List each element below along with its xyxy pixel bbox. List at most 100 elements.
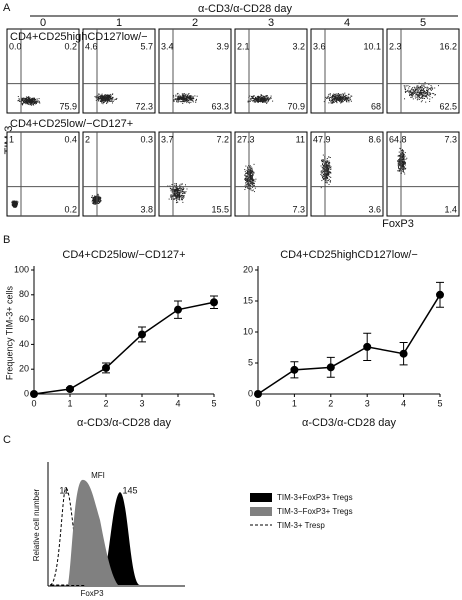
- dot: [188, 102, 190, 104]
- dot: [331, 97, 333, 99]
- dot: [254, 97, 256, 99]
- dot: [190, 95, 192, 97]
- dot: [260, 94, 262, 96]
- dot: [350, 99, 352, 101]
- dot: [179, 100, 181, 102]
- dot: [412, 95, 414, 97]
- dot: [404, 173, 406, 175]
- dot: [246, 172, 248, 174]
- dot: [255, 178, 257, 180]
- dot: [247, 170, 249, 172]
- dot: [398, 166, 400, 168]
- dot: [322, 168, 324, 170]
- dot: [21, 100, 23, 102]
- dot: [263, 99, 265, 101]
- dot: [173, 188, 175, 190]
- dot: [404, 155, 406, 157]
- dot: [335, 97, 337, 99]
- dot: [175, 192, 177, 194]
- dot: [322, 176, 324, 178]
- dot: [331, 100, 333, 102]
- dot: [339, 93, 341, 95]
- dot: [331, 96, 333, 98]
- dot: [174, 195, 176, 197]
- dot: [401, 150, 403, 152]
- dot: [182, 193, 184, 195]
- dot: [411, 96, 413, 98]
- dot: [272, 100, 274, 102]
- dot: [421, 85, 423, 87]
- dot: [337, 95, 339, 97]
- dot: [17, 100, 19, 102]
- dot: [424, 91, 426, 93]
- dot: [188, 93, 190, 95]
- dot: [427, 97, 429, 99]
- dot: [330, 97, 332, 99]
- dot: [403, 150, 405, 152]
- dot: [184, 101, 186, 103]
- dot: [406, 157, 408, 159]
- dot: [411, 93, 413, 95]
- dot: [251, 183, 253, 185]
- dot: [326, 161, 328, 163]
- dot: [179, 96, 181, 98]
- dot: [110, 98, 112, 100]
- dot: [326, 173, 328, 175]
- dot: [247, 187, 249, 189]
- dot: [31, 102, 33, 104]
- plot-frame: [158, 131, 232, 217]
- dot: [97, 200, 99, 202]
- dot: [402, 161, 404, 163]
- dot: [183, 93, 185, 95]
- dot: [337, 99, 339, 101]
- day-label: 4: [344, 17, 350, 29]
- dot: [326, 162, 328, 164]
- dot: [402, 149, 404, 151]
- dot: [249, 187, 251, 189]
- dot: [431, 88, 433, 90]
- dot: [261, 98, 263, 100]
- dot: [262, 98, 264, 100]
- dot: [422, 89, 424, 91]
- dot: [100, 199, 102, 201]
- dot: [174, 198, 176, 200]
- dot: [399, 154, 401, 156]
- dot: [346, 97, 348, 99]
- dot: [101, 96, 103, 98]
- dot: [345, 100, 347, 102]
- dot: [328, 162, 330, 164]
- dot: [181, 190, 183, 192]
- dot: [423, 91, 425, 93]
- dot: [103, 98, 105, 100]
- dot: [402, 169, 404, 171]
- dot: [95, 199, 97, 201]
- dot: [348, 101, 350, 103]
- dot: [398, 159, 400, 161]
- dot: [21, 102, 23, 104]
- dot: [326, 171, 328, 173]
- dot: [327, 170, 329, 172]
- dot: [183, 191, 185, 193]
- dot: [398, 167, 400, 169]
- dot: [327, 177, 329, 179]
- dot: [326, 163, 328, 165]
- dot: [426, 93, 428, 95]
- dot: [182, 96, 184, 98]
- quadrant-value: 11: [296, 134, 305, 144]
- dot: [100, 96, 102, 98]
- dot: [190, 101, 192, 103]
- dot: [175, 98, 177, 100]
- hist-curve: [100, 492, 140, 585]
- dot: [11, 202, 13, 204]
- dot: [251, 99, 253, 101]
- dot: [264, 101, 266, 103]
- dot: [425, 95, 427, 97]
- dot: [179, 188, 181, 190]
- dot: [320, 165, 322, 167]
- dot: [325, 169, 327, 171]
- dot: [183, 192, 185, 194]
- dot: [426, 94, 428, 96]
- dot: [342, 99, 344, 101]
- dot: [182, 191, 184, 193]
- dot: [13, 201, 15, 203]
